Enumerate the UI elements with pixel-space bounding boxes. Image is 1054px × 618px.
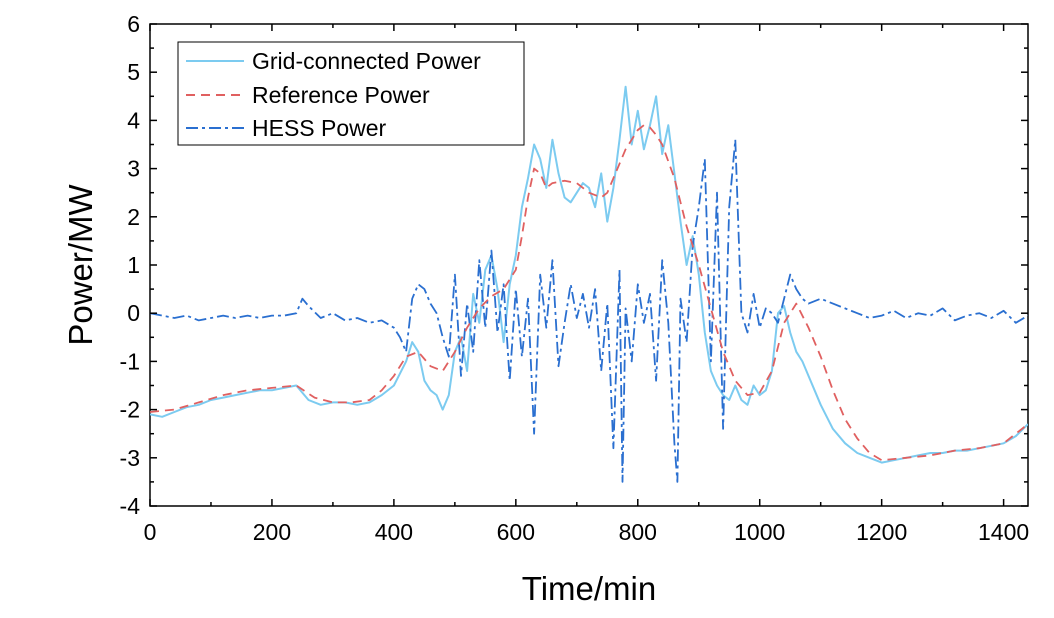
legend-item-hess: HESS Power xyxy=(186,115,387,141)
series-line-grid-connected-power xyxy=(150,85,1028,464)
legend-label-hess: HESS Power xyxy=(252,115,387,141)
series-line-reference-power xyxy=(150,124,1028,462)
ticks-layer xyxy=(149,23,1028,507)
y-tick-label: -4 xyxy=(120,493,141,519)
y-tick-label: -3 xyxy=(120,445,140,471)
legend: Grid-connected Power Reference Power HES… xyxy=(177,41,525,146)
y-tick-label: 0 xyxy=(127,300,140,326)
y-tick-label: 6 xyxy=(127,11,140,37)
series-line-hess-power xyxy=(150,138,1028,483)
x-tick-label: 800 xyxy=(619,519,657,545)
x-tick-label: 200 xyxy=(253,519,291,545)
y-tick-label: 5 xyxy=(127,59,140,85)
x-tick-label: 1000 xyxy=(734,519,785,545)
x-axis-title: Time/min xyxy=(522,570,656,607)
y-tick-label: 4 xyxy=(127,107,140,133)
x-tick-label: 600 xyxy=(497,519,535,545)
y-tick-label: 2 xyxy=(127,204,140,230)
y-tick-label: -1 xyxy=(120,348,140,374)
y-tick-label: 3 xyxy=(127,156,140,182)
y-axis-title: Power/MW xyxy=(62,183,99,345)
series-layer xyxy=(150,85,1028,483)
x-tick-label: 1200 xyxy=(856,519,907,545)
legend-item-reference: Reference Power xyxy=(186,82,430,108)
tick-labels-layer: 0 200 400 600 800 1000 1200 1400 -4 -3 -2 -1 0 1 2 3 4 5 6 xyxy=(120,11,1030,545)
y-tick-label: 1 xyxy=(127,252,140,278)
x-tick-label: 400 xyxy=(375,519,413,545)
legend-label-reference: Reference Power xyxy=(252,82,430,108)
legend-item-grid-connected: Grid-connected Power xyxy=(186,48,481,74)
legend-label-grid-connected: Grid-connected Power xyxy=(252,48,481,74)
y-tick-label: -2 xyxy=(120,397,140,423)
x-tick-label: 0 xyxy=(144,519,157,545)
x-tick-label: 1400 xyxy=(978,519,1029,545)
legend-box xyxy=(177,41,525,146)
